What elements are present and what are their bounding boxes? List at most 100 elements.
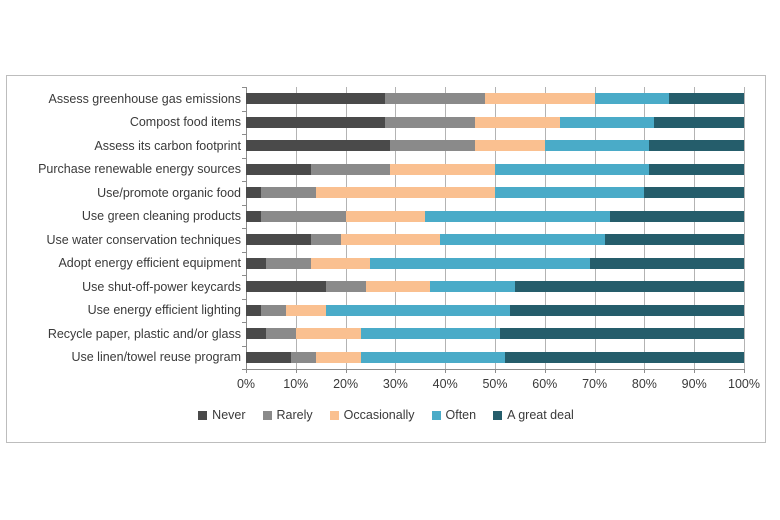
bar-segment-never bbox=[246, 328, 266, 340]
x-axis-tick-label: 10% bbox=[283, 377, 309, 391]
legend-swatch-icon bbox=[262, 410, 272, 420]
x-axis-tick-label: 100% bbox=[728, 377, 760, 391]
bar-stack bbox=[246, 187, 744, 199]
x-axis-tick bbox=[295, 369, 297, 373]
bar-segment-often bbox=[360, 328, 500, 340]
legend-item-a-great-deal: A great deal bbox=[493, 408, 574, 422]
bar-segment-often bbox=[594, 93, 670, 105]
bar-segment-a-great-deal bbox=[504, 351, 744, 363]
bar-segment-occasionally bbox=[315, 187, 495, 199]
bar-row bbox=[246, 252, 744, 276]
gridline bbox=[544, 87, 546, 369]
category-label: Purchase renewable energy sources bbox=[38, 162, 241, 177]
bar-segment-never bbox=[246, 351, 291, 363]
bar-segment-rarely bbox=[385, 93, 486, 105]
bar-row bbox=[246, 275, 744, 299]
bar-segment-rarely bbox=[265, 328, 296, 340]
bar-segment-often bbox=[370, 257, 590, 269]
x-axis-tick bbox=[246, 369, 247, 373]
bar-segment-never bbox=[246, 257, 266, 269]
legend-label: A great deal bbox=[507, 408, 574, 422]
bar-stack bbox=[246, 163, 744, 175]
bar-stack bbox=[246, 234, 744, 246]
x-axis-tick-label: 90% bbox=[681, 377, 707, 391]
gridline bbox=[395, 87, 397, 369]
bar-segment-rarely bbox=[390, 140, 476, 152]
y-axis-tick bbox=[242, 110, 246, 112]
bar-segment-rarely bbox=[290, 351, 316, 363]
bar-segment-rarely bbox=[265, 257, 311, 269]
y-axis-tick bbox=[242, 87, 246, 88]
gridline bbox=[345, 87, 347, 369]
bar-segment-occasionally bbox=[485, 93, 595, 105]
bar-segment-occasionally bbox=[475, 116, 560, 128]
x-axis-tick-label: 20% bbox=[333, 377, 359, 391]
legend-swatch-icon bbox=[431, 410, 441, 420]
bar-stack bbox=[246, 116, 744, 128]
bar-segment-occasionally bbox=[295, 328, 361, 340]
bar-segment-never bbox=[246, 116, 386, 128]
y-axis-tick bbox=[242, 181, 246, 182]
bar-segment-rarely bbox=[310, 234, 341, 246]
category-label: Use/promote organic food bbox=[97, 185, 241, 200]
category-label: Assess its carbon footprint bbox=[94, 138, 241, 153]
x-axis-tick-label: 40% bbox=[432, 377, 458, 391]
bar-row bbox=[246, 346, 744, 370]
bar-segment-occasionally bbox=[315, 351, 361, 363]
bar-row bbox=[246, 322, 744, 346]
bar-segment-often bbox=[325, 304, 510, 316]
bar-segment-rarely bbox=[260, 210, 346, 222]
gridline bbox=[495, 87, 496, 369]
bar-stack bbox=[246, 351, 744, 363]
y-axis-tick bbox=[242, 345, 246, 347]
x-axis-tick bbox=[744, 369, 745, 373]
bar-segment-a-great-deal bbox=[589, 257, 744, 269]
bar-segment-often bbox=[494, 187, 645, 199]
bar-segment-a-great-deal bbox=[669, 93, 744, 105]
legend-swatch-icon bbox=[329, 410, 339, 420]
y-axis-tick bbox=[242, 369, 246, 370]
bar-segment-often bbox=[559, 116, 655, 128]
bar-segment-occasionally bbox=[340, 234, 441, 246]
chart-frame: Assess greenhouse gas emissions Compost f… bbox=[6, 75, 766, 443]
gridline bbox=[644, 87, 646, 369]
bar-segment-often bbox=[544, 140, 650, 152]
bar-row bbox=[246, 205, 744, 229]
category-label: Adopt energy efficient equipment bbox=[58, 256, 241, 271]
bar-row bbox=[246, 181, 744, 205]
bar-segment-often bbox=[425, 210, 610, 222]
bar-segment-rarely bbox=[385, 116, 476, 128]
bar-segment-a-great-deal bbox=[604, 234, 744, 246]
bar-row bbox=[246, 158, 744, 182]
legend-item-often: Often bbox=[431, 408, 476, 422]
y-axis-tick bbox=[242, 228, 246, 229]
plot-area bbox=[246, 87, 745, 370]
legend-label: Occasionally bbox=[343, 408, 415, 422]
x-axis-tick-label: 30% bbox=[382, 377, 408, 391]
category-label: Use shut-off-power keycards bbox=[82, 279, 241, 294]
x-axis-tick bbox=[694, 369, 696, 373]
y-axis-tick bbox=[242, 275, 246, 276]
bar-segment-a-great-deal bbox=[654, 116, 744, 128]
gridline bbox=[295, 87, 297, 369]
bar-segment-a-great-deal bbox=[649, 140, 744, 152]
bar-row bbox=[246, 228, 744, 252]
bar-segment-a-great-deal bbox=[509, 304, 744, 316]
category-label: Use green cleaning products bbox=[81, 209, 241, 224]
y-axis-tick bbox=[242, 134, 246, 135]
bar-segment-never bbox=[246, 187, 261, 199]
bar-segment-often bbox=[360, 351, 505, 363]
bar-segment-rarely bbox=[260, 304, 286, 316]
y-axis-tick bbox=[242, 204, 246, 206]
category-label: Use linen/towel reuse program bbox=[71, 350, 241, 365]
x-axis-tick-label: 0% bbox=[236, 377, 256, 391]
bar-segment-often bbox=[430, 281, 515, 293]
legend-item-rarely: Rarely bbox=[262, 408, 313, 422]
bar-stack bbox=[246, 93, 744, 105]
bar-row bbox=[246, 111, 744, 135]
legend-swatch-icon bbox=[493, 410, 503, 420]
bar-row bbox=[246, 299, 744, 323]
gridline bbox=[744, 87, 745, 369]
bar-segment-never bbox=[246, 210, 261, 222]
